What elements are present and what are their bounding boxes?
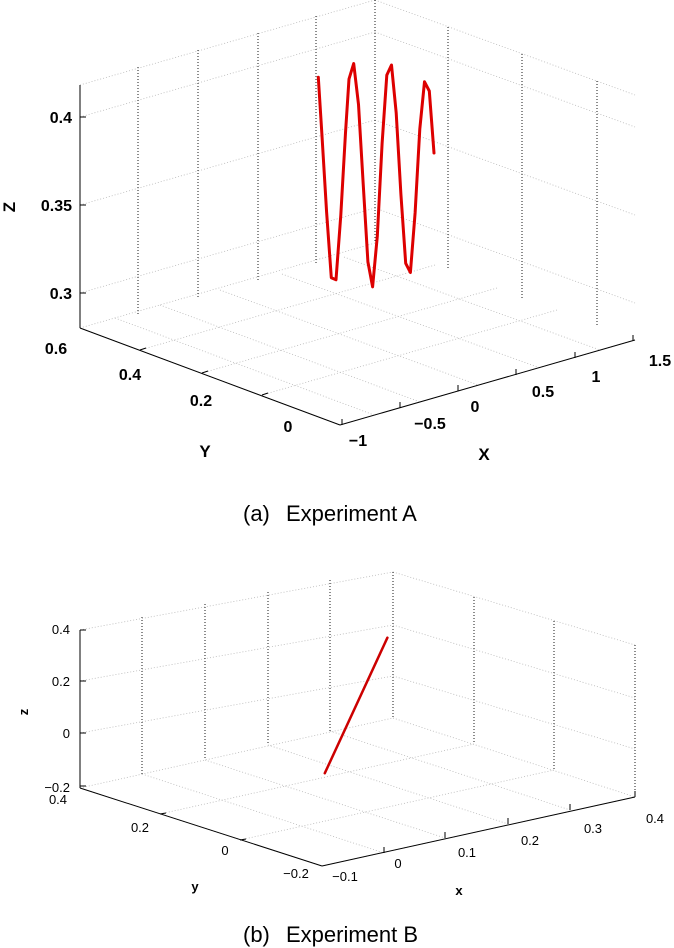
z-tick-label: 0.2 bbox=[52, 674, 70, 689]
chart-a: 0.3 0.35 0.4 0 0.2 0.4 0.6 −1 −0.5 0 0.5… bbox=[0, 0, 671, 526]
y-tick-label: 0 bbox=[221, 843, 228, 858]
y-tick-label: 0.4 bbox=[119, 367, 141, 384]
y-tick-label: 0 bbox=[284, 419, 293, 436]
z-tick-label: 0.35 bbox=[41, 198, 72, 215]
chart-a-caption: (a) Experiment A bbox=[243, 501, 417, 526]
x-tick-label: 0.4 bbox=[646, 811, 664, 826]
chart-b-grid bbox=[79, 571, 636, 867]
x-tick-label: 0.3 bbox=[584, 821, 602, 836]
y-tick-label: 0.2 bbox=[131, 820, 149, 835]
chart-b-z-label: z bbox=[16, 708, 31, 715]
x-tick-label: 0 bbox=[394, 856, 401, 871]
chart-a-axes bbox=[79, 85, 636, 426]
x-tick-label: 0.2 bbox=[521, 833, 539, 848]
chart-b-series-line bbox=[323, 636, 389, 775]
chart-a-grid bbox=[79, 0, 636, 426]
x-tick-label: −0.1 bbox=[332, 869, 358, 884]
z-tick-label: 0.4 bbox=[52, 622, 70, 637]
x-tick-label: 0.1 bbox=[458, 845, 476, 860]
chart-b: −0.2 0 0.2 0.4 −0.2 0 0.2 0.4 −0.1 0 0.1… bbox=[16, 571, 664, 947]
y-tick-label: 0.2 bbox=[190, 393, 212, 410]
x-tick-label: −1 bbox=[349, 433, 367, 450]
x-tick-label: −0.5 bbox=[414, 416, 446, 433]
chart-a-y-label: Y bbox=[199, 442, 211, 461]
caption-text: Experiment A bbox=[286, 501, 417, 526]
x-tick-label: 0 bbox=[471, 399, 480, 416]
chart-a-z-tick-labels: 0.3 0.35 0.4 bbox=[41, 110, 72, 303]
z-tick-label: 0.3 bbox=[50, 286, 72, 303]
x-tick-label: 1.5 bbox=[649, 353, 671, 370]
y-tick-label: 0.6 bbox=[45, 341, 67, 358]
chart-a-z-label: Z bbox=[0, 202, 19, 212]
x-tick-label: 1 bbox=[592, 369, 601, 386]
chart-a-y-tick-labels: 0 0.2 0.4 0.6 bbox=[45, 341, 293, 436]
chart-b-x-tick-labels: −0.1 0 0.1 0.2 0.3 0.4 bbox=[332, 811, 664, 884]
chart-a-series-line bbox=[316, 62, 436, 289]
z-tick-label: 0 bbox=[63, 726, 70, 741]
chart-b-axes bbox=[79, 629, 636, 867]
caption-tag: (b) bbox=[243, 922, 270, 947]
chart-a-x-tick-labels: −1 −0.5 0 0.5 1 1.5 bbox=[349, 353, 671, 450]
caption-text: Experiment B bbox=[286, 922, 418, 947]
z-tick-label: −0.2 bbox=[44, 780, 70, 795]
chart-b-y-label: y bbox=[191, 879, 199, 894]
chart-b-caption: (b) Experiment B bbox=[243, 922, 418, 947]
caption-tag: (a) bbox=[243, 501, 270, 526]
chart-b-z-tick-labels: −0.2 0 0.2 0.4 bbox=[44, 622, 70, 795]
chart-b-y-tick-labels: −0.2 0 0.2 0.4 bbox=[49, 792, 309, 881]
y-tick-label: 0.4 bbox=[49, 792, 67, 807]
y-tick-label: −0.2 bbox=[283, 866, 309, 881]
x-tick-label: 0.5 bbox=[532, 384, 554, 401]
z-tick-label: 0.4 bbox=[50, 110, 72, 127]
chart-b-x-label: x bbox=[455, 883, 463, 898]
chart-a-x-label: X bbox=[478, 445, 490, 464]
